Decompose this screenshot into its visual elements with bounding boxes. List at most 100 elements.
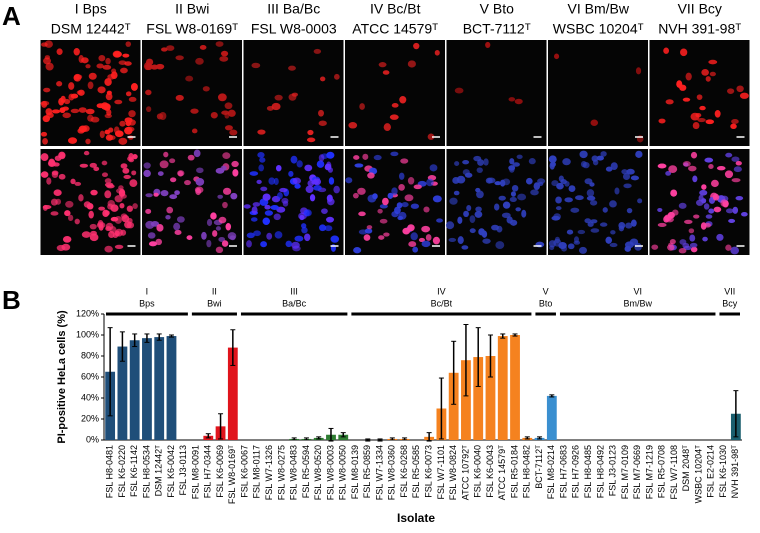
cell [693, 214, 700, 219]
cell [206, 218, 213, 227]
cell [533, 182, 541, 191]
cell [555, 206, 562, 211]
cell [43, 87, 51, 93]
cell [508, 97, 516, 102]
cell [436, 218, 443, 223]
cell [701, 69, 709, 76]
cell [475, 187, 481, 193]
bar [227, 347, 238, 440]
cell [56, 244, 66, 252]
micrograph [40, 40, 141, 146]
cell [427, 133, 435, 140]
cell [454, 87, 464, 94]
cell [680, 48, 688, 57]
cell [682, 242, 690, 249]
x-tick-label: FSL W8-0169ᵀ [227, 445, 237, 504]
cell [730, 246, 740, 255]
cell [79, 163, 89, 168]
cell [243, 204, 251, 209]
cell [196, 167, 204, 174]
cell [160, 190, 169, 197]
cell [159, 112, 167, 120]
cell [222, 152, 231, 159]
cell [70, 108, 80, 114]
cell [378, 235, 385, 240]
error-bar [107, 327, 113, 417]
x-tick-label: FSL H8-0481 [105, 445, 115, 498]
cell [175, 55, 184, 61]
error-bar [438, 377, 444, 440]
cell [401, 202, 409, 208]
cell [421, 225, 431, 233]
y-tick-label: 60% [81, 371, 99, 381]
x-tick-label: FSL M8-0214 [546, 445, 556, 499]
cell [325, 216, 335, 223]
cell [215, 246, 224, 254]
cell [586, 195, 596, 201]
group-name: Bto [539, 298, 553, 308]
x-tick-label: FSL K6-1030 [718, 445, 728, 498]
x-tick-label: WSBC 10204ᵀ [693, 445, 703, 504]
cell [161, 47, 168, 52]
cell [326, 151, 335, 159]
cell [564, 197, 573, 203]
cell [40, 100, 50, 106]
cell [610, 230, 616, 235]
cell [391, 187, 398, 196]
x-tick-label: FSL K6-0073 [424, 445, 434, 498]
cell [275, 164, 282, 172]
cell [97, 219, 104, 228]
cell [106, 184, 115, 189]
cell [201, 231, 207, 240]
x-tick-label: FSL K6-0043 [485, 445, 495, 498]
cell [307, 129, 314, 136]
column-title: III Ba/Bc [267, 1, 320, 17]
cell [262, 193, 271, 201]
x-tick-label: FSL H7-0683 [558, 445, 568, 498]
cell [700, 222, 707, 230]
cell [145, 208, 152, 214]
x-tick-label: FSL H7-0926 [571, 445, 581, 498]
cell [97, 86, 106, 94]
cell [573, 240, 581, 245]
cell [476, 167, 483, 173]
cell [359, 103, 365, 110]
y-tick-label: 0% [86, 434, 99, 444]
cell [327, 167, 334, 173]
cell [364, 228, 373, 234]
x-tick-label: FSL W8-0824 [448, 445, 458, 500]
cell [212, 230, 218, 237]
cell [657, 207, 663, 213]
cell [407, 176, 415, 185]
column-strain: DSM 12442ᵀ [51, 21, 131, 37]
cell [48, 158, 56, 167]
cell [260, 241, 268, 248]
micrograph [548, 40, 648, 146]
cell [50, 211, 59, 216]
cell [383, 123, 391, 131]
cell [330, 235, 339, 243]
cell [324, 225, 333, 232]
cell [410, 203, 420, 209]
cell [250, 217, 258, 222]
error-bar [205, 433, 211, 439]
cell [316, 160, 325, 168]
cell [173, 222, 181, 231]
cell [70, 178, 76, 185]
cell [511, 184, 519, 192]
cell [294, 183, 301, 189]
cell [170, 177, 177, 183]
x-tick-label: FSL E2-0214 [706, 445, 716, 498]
cell [46, 177, 52, 185]
cell [688, 228, 695, 234]
cell [496, 225, 503, 233]
cell [454, 161, 460, 166]
cell [372, 193, 378, 200]
cell [104, 129, 111, 135]
cell [229, 129, 238, 136]
cell [120, 229, 127, 236]
cell [46, 112, 54, 119]
cell [268, 177, 276, 185]
cell [222, 201, 228, 209]
cell [432, 195, 442, 203]
